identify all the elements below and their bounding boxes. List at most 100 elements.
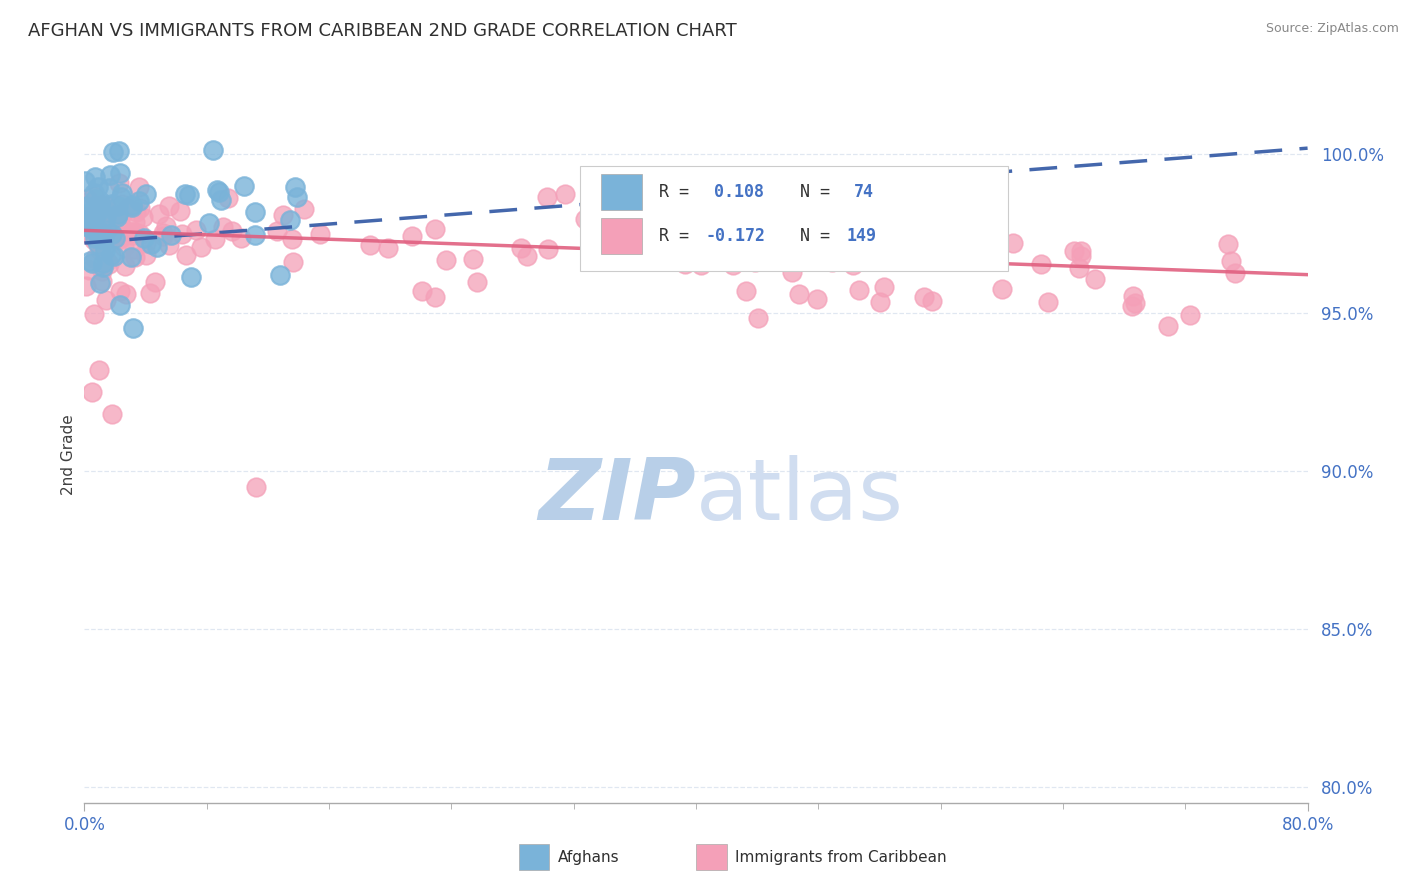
Point (128, 194, 150, 208)
Point (121, 228, 143, 243)
Point (76, 192, 98, 206)
Point (132, 231, 155, 245)
Point (108, 166, 131, 180)
FancyBboxPatch shape (600, 218, 643, 254)
Y-axis label: 2nd Grade: 2nd Grade (60, 415, 76, 495)
Text: 0.108: 0.108 (714, 183, 765, 201)
Point (848, 284, 870, 298)
Point (1122, 289, 1144, 303)
Point (679, 221, 702, 235)
Point (744, 255, 766, 269)
Point (121, 225, 143, 239)
Point (75, 211, 97, 226)
Point (284, 180, 307, 194)
Point (135, 186, 157, 201)
Point (1029, 257, 1052, 271)
Point (110, 186, 132, 201)
Point (198, 216, 221, 230)
Point (1216, 236, 1239, 251)
Point (1180, 308, 1202, 322)
Point (79, 212, 101, 227)
Point (160, 228, 183, 243)
Point (124, 215, 146, 229)
Point (152, 227, 174, 241)
Point (243, 204, 266, 219)
Point (107, 199, 129, 213)
Point (124, 250, 146, 264)
Point (359, 237, 381, 252)
Point (90, 197, 112, 211)
Point (174, 186, 197, 201)
Point (821, 255, 844, 269)
Point (94, 219, 117, 233)
Point (921, 293, 943, 308)
FancyBboxPatch shape (519, 844, 550, 871)
Point (869, 294, 891, 309)
Point (75, 215, 97, 229)
Point (723, 258, 745, 272)
Point (112, 240, 135, 254)
Point (91, 207, 114, 221)
Point (217, 191, 239, 205)
Point (873, 279, 896, 293)
Point (90, 201, 112, 215)
Point (86, 236, 108, 251)
Point (179, 188, 201, 202)
Point (96, 211, 118, 225)
Point (125, 205, 148, 219)
Point (135, 236, 157, 251)
Point (83, 251, 105, 265)
Point (953, 239, 976, 253)
Point (1121, 300, 1143, 314)
Point (75, 216, 97, 230)
Point (80, 384, 103, 399)
FancyBboxPatch shape (696, 844, 727, 871)
Point (76, 210, 98, 224)
FancyBboxPatch shape (579, 166, 1008, 270)
Point (75, 200, 97, 214)
Point (787, 287, 810, 301)
Point (689, 259, 711, 273)
Point (659, 238, 682, 252)
Point (96, 293, 118, 307)
Point (83, 170, 105, 185)
Point (107, 176, 129, 190)
Point (782, 265, 804, 279)
Point (221, 224, 243, 238)
Point (554, 186, 576, 201)
Point (209, 194, 232, 208)
Point (180, 269, 202, 284)
Point (105, 210, 128, 224)
Point (1157, 319, 1180, 334)
Point (83, 307, 105, 321)
Text: 149: 149 (846, 227, 876, 244)
Point (1070, 244, 1092, 259)
Point (772, 245, 794, 260)
Point (100, 407, 122, 421)
Text: Immigrants from Caribbean: Immigrants from Caribbean (735, 849, 946, 864)
Point (108, 298, 131, 312)
Point (170, 227, 193, 242)
FancyBboxPatch shape (600, 174, 643, 210)
Point (731, 252, 754, 266)
Point (806, 292, 828, 306)
Point (841, 258, 863, 272)
Text: ZIP: ZIP (538, 455, 696, 538)
Point (880, 189, 903, 203)
Point (266, 224, 288, 238)
Point (190, 239, 212, 253)
Text: N =: N = (800, 183, 839, 201)
Point (204, 232, 226, 246)
Point (799, 246, 821, 260)
Point (120, 226, 142, 240)
Point (80, 256, 103, 270)
Point (673, 257, 696, 271)
Point (82, 223, 104, 237)
Point (114, 286, 136, 301)
Point (461, 252, 484, 266)
Point (211, 219, 233, 234)
Point (98, 168, 121, 182)
Point (89, 362, 111, 376)
Point (103, 214, 125, 228)
Point (110, 190, 132, 204)
